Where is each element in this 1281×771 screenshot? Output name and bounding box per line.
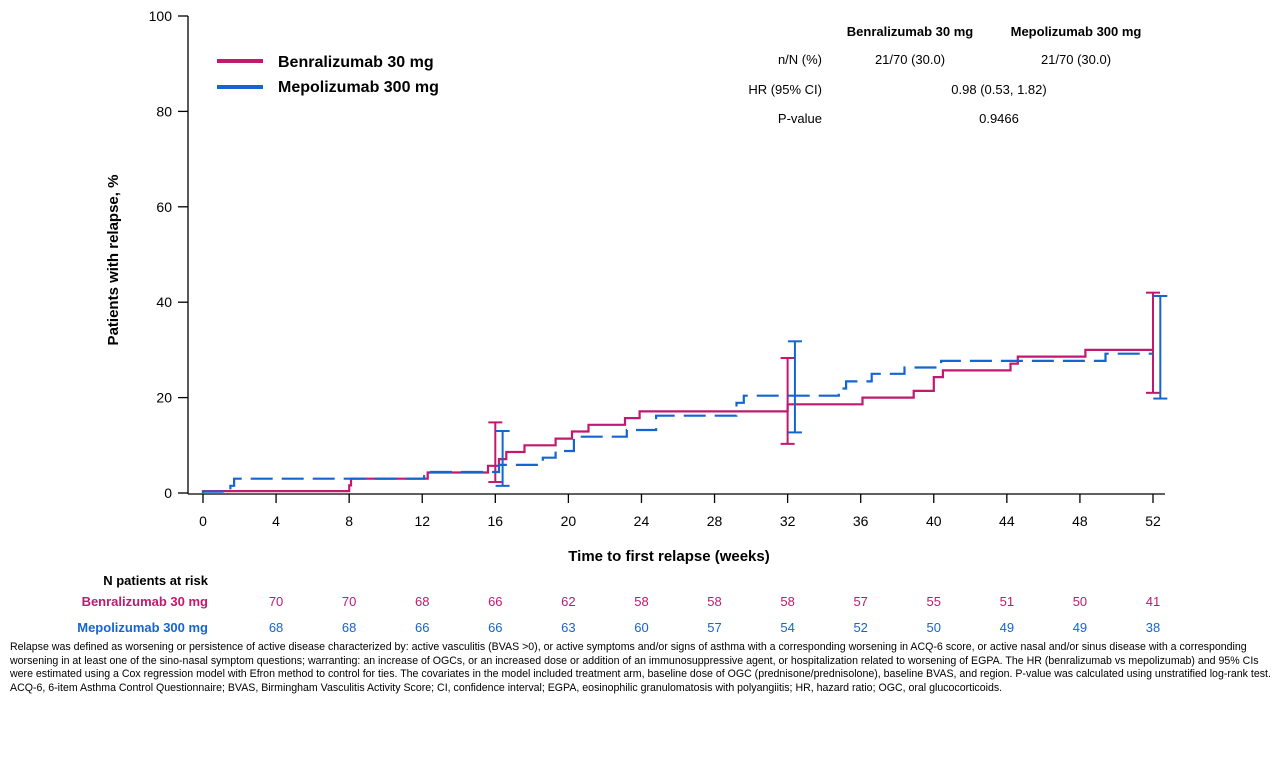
ci-bar-benralizumab — [780, 357, 795, 445]
ci-bar-benralizumab — [1146, 291, 1160, 394]
x-tick-label: 52 — [1145, 513, 1161, 529]
x-tick-label: 0 — [199, 513, 207, 529]
stats-row-label-hr: HR (95% CI) — [748, 82, 822, 97]
at-risk-value-benralizumab: 51 — [1000, 594, 1014, 609]
footnotes: Relapse was defined as worsening or pers… — [10, 641, 1272, 695]
at-risk-value-mepolizumab: 63 — [561, 620, 575, 635]
x-tick-label: 28 — [707, 513, 723, 529]
ci-bar-mepolizumab — [787, 340, 802, 434]
at-risk-value-benralizumab: 58 — [634, 594, 648, 609]
series-layer — [201, 291, 1168, 493]
at-risk-value-mepolizumab: 68 — [269, 620, 283, 635]
x-tick-label: 12 — [414, 513, 430, 529]
stats-n-benralizumab: 21/70 (30.0) — [875, 52, 945, 67]
series-line-mepolizumab — [201, 352, 1153, 493]
x-tick-label: 16 — [488, 513, 504, 529]
x-tick-label: 4 — [272, 513, 280, 529]
at-risk-value-mepolizumab: 66 — [415, 620, 429, 635]
footnote-definition: Relapse was defined as worsening or pers… — [10, 641, 1271, 681]
y-axis-ticks: 0 20 40 60 80 100 — [149, 8, 188, 501]
x-tick-label: 24 — [634, 513, 650, 529]
x-tick-label: 32 — [780, 513, 796, 529]
at-risk-value-benralizumab: 58 — [707, 594, 721, 609]
x-tick-label: 8 — [345, 513, 353, 529]
at-risk-label-mepolizumab: Mepolizumab 300 mg — [77, 620, 208, 635]
y-tick-label: 20 — [156, 390, 172, 406]
stats-row-label-p: P-value — [778, 111, 822, 126]
stats-col-header-benralizumab: Benralizumab 30 mg — [847, 24, 973, 39]
at-risk-value-benralizumab: 68 — [415, 594, 429, 609]
ci-bar-mepolizumab — [495, 429, 510, 487]
at-risk-value-mepolizumab: 66 — [488, 620, 502, 635]
at-risk-value-benralizumab: 66 — [488, 594, 502, 609]
y-tick-label: 60 — [156, 199, 172, 215]
at-risk-value-benralizumab: 58 — [780, 594, 794, 609]
at-risk-value-mepolizumab: 68 — [342, 620, 356, 635]
at-risk-value-benralizumab: 50 — [1073, 594, 1087, 609]
legend-label-benralizumab: Benralizumab 30 mg — [278, 54, 434, 71]
y-tick-label: 80 — [156, 103, 172, 119]
at-risk-title: N patients at risk — [103, 573, 209, 588]
stats-hr-value: 0.98 (0.53, 1.82) — [951, 82, 1046, 97]
at-risk-value-mepolizumab: 49 — [1000, 620, 1014, 635]
y-tick-label: 40 — [156, 294, 172, 310]
at-risk-value-mepolizumab: 52 — [853, 620, 867, 635]
at-risk-value-mepolizumab: 50 — [927, 620, 941, 635]
stats-row-label-n: n/N (%) — [778, 52, 822, 67]
stats-n-mepolizumab: 21/70 (30.0) — [1041, 52, 1111, 67]
x-tick-label: 44 — [999, 513, 1015, 529]
x-tick-label: 20 — [561, 513, 577, 529]
stats-table: Benralizumab 30 mg Mepolizumab 300 mg n/… — [748, 24, 1141, 126]
at-risk-value-benralizumab: 70 — [342, 594, 356, 609]
x-axis-title: Time to first relapse (weeks) — [568, 548, 769, 565]
at-risk-label-benralizumab: Benralizumab 30 mg — [82, 594, 208, 609]
x-tick-label: 40 — [926, 513, 942, 529]
ci-bar-mepolizumab — [1153, 294, 1168, 400]
at-risk-value-benralizumab: 70 — [269, 594, 283, 609]
at-risk-value-mepolizumab: 54 — [780, 620, 794, 635]
at-risk-value-benralizumab: 62 — [561, 594, 575, 609]
series-line-benralizumab — [201, 348, 1153, 493]
x-axis-ticks: 0 4 8 12 16 20 24 28 32 36 40 44 48 52 — [199, 494, 1161, 529]
stats-col-header-mepolizumab: Mepolizumab 300 mg — [1011, 24, 1142, 39]
at-risk-values: 70 70 68 66 62 58 58 58 57 55 51 50 41 68 68 66 66 63 60 57… — [269, 594, 1160, 635]
footnote-abbreviations: ACQ-6, 6-item Asthma Control Questionnai… — [10, 681, 1003, 694]
at-risk-value-mepolizumab: 49 — [1073, 620, 1087, 635]
x-tick-label: 48 — [1072, 513, 1088, 529]
stats-p-value: 0.9466 — [979, 111, 1019, 126]
legend-label-mepolizumab: Mepolizumab 300 mg — [278, 79, 439, 96]
at-risk-value-benralizumab: 55 — [927, 594, 941, 609]
at-risk-value-benralizumab: 57 — [853, 594, 867, 609]
y-tick-label: 0 — [164, 485, 172, 501]
at-risk-value-mepolizumab: 38 — [1146, 620, 1160, 635]
y-axis-title: Patients with relapse, % — [105, 175, 122, 346]
at-risk-value-mepolizumab: 60 — [634, 620, 648, 635]
at-risk-value-benralizumab: 41 — [1146, 594, 1160, 609]
x-tick-label: 36 — [853, 513, 869, 529]
y-tick-label: 100 — [149, 8, 173, 24]
at-risk-value-mepolizumab: 57 — [707, 620, 721, 635]
legend: Benralizumab 30 mg Mepolizumab 300 mg — [217, 54, 439, 96]
